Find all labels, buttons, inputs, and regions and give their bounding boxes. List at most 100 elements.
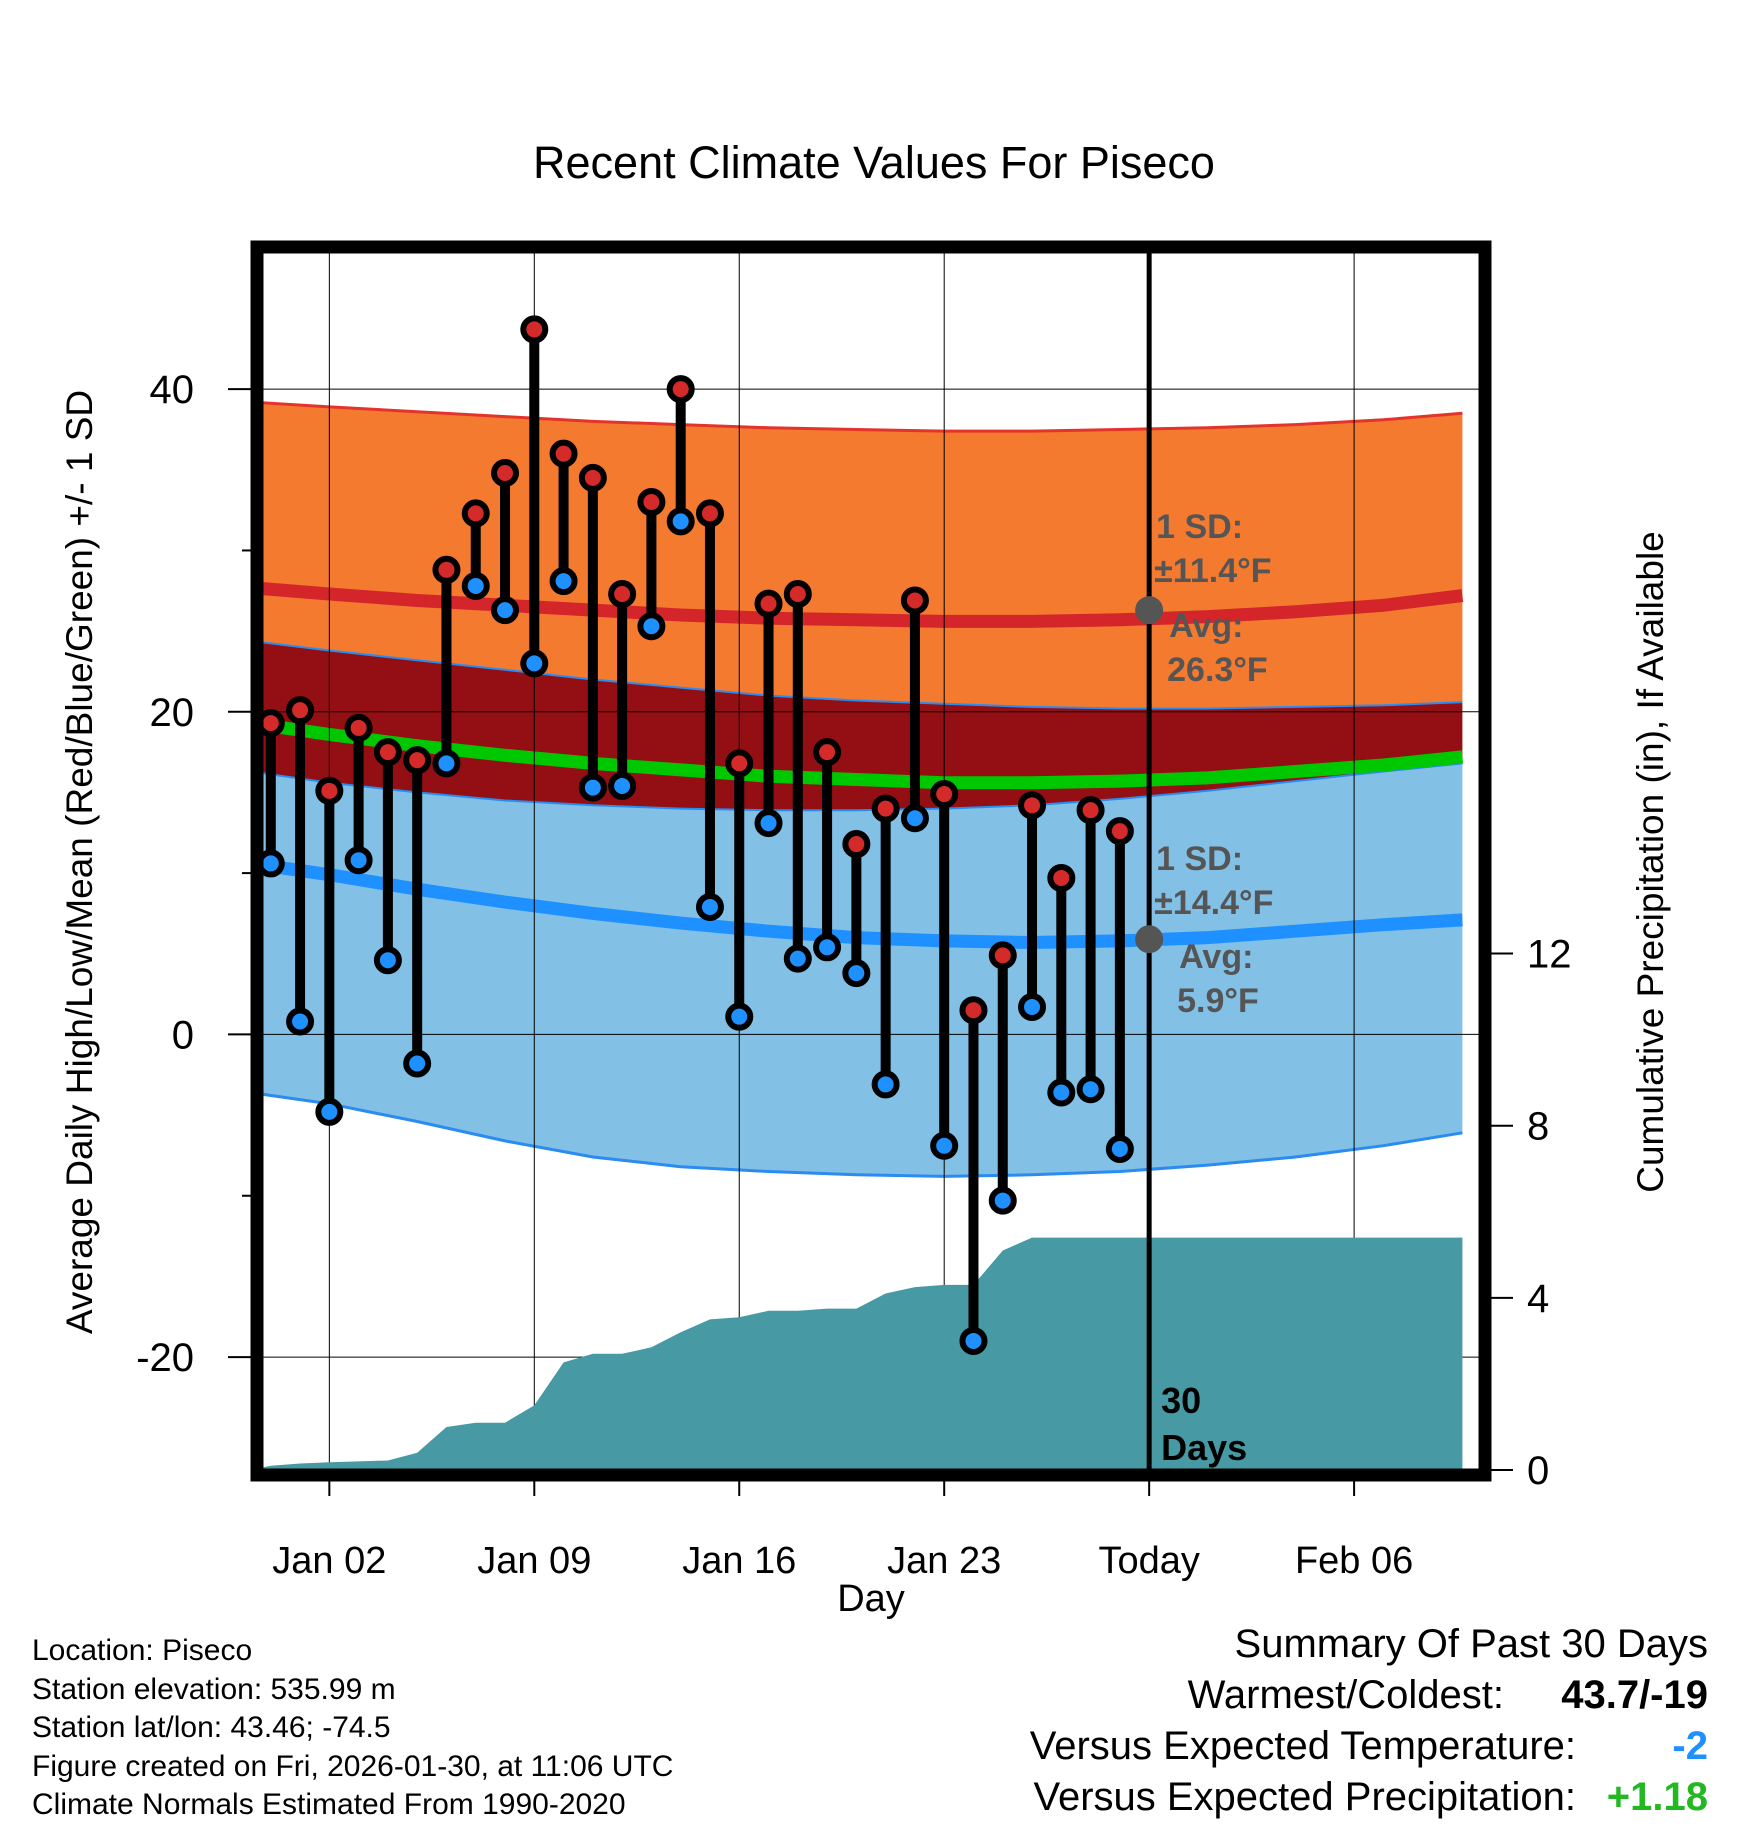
low-sd-value: ±14.4°F <box>1154 884 1273 922</box>
high-temp-point <box>373 738 402 767</box>
days-word-label: Days <box>1161 1427 1247 1468</box>
low-plus-sd-line <box>262 762 1463 812</box>
y-tick-label: -20 <box>136 1336 194 1380</box>
high-temp-point <box>637 488 666 517</box>
y-axis-right: 0 4 8 12 <box>1486 933 1572 1493</box>
low-temp-point <box>461 571 490 600</box>
cumulative-precip-area <box>262 1237 1463 1470</box>
x-tick-label: Jan 16 <box>682 1540 796 1582</box>
low-temp-point <box>491 596 520 625</box>
low-temp-point <box>549 567 578 596</box>
low-temp-point <box>578 773 607 802</box>
precip-vs-expected-label: Versus Expected Precipitation: <box>1033 1775 1576 1819</box>
created-text: Figure created on Fri, 2026-01-30, at 11… <box>32 1749 674 1783</box>
y-tick-label: 20 <box>150 691 195 735</box>
overlap-band <box>262 642 1463 811</box>
high-temp-point <box>1018 791 1047 820</box>
low-temp-point <box>403 1049 432 1078</box>
high-temp-point <box>666 375 695 404</box>
high-temp-point <box>578 463 607 492</box>
low-temp-point <box>725 1002 754 1031</box>
high-temp-point <box>286 696 315 725</box>
high-temp-point <box>1076 796 1105 825</box>
y2-tick-label: 8 <box>1527 1105 1549 1149</box>
days-count-label: 30 <box>1161 1380 1201 1421</box>
high-sd-value: ±11.4°F <box>1154 552 1271 590</box>
low-temp-point <box>1105 1134 1134 1163</box>
low-average-marker <box>1135 925 1164 954</box>
x-tick-label: Jan 23 <box>887 1540 1001 1582</box>
high-temp-point <box>754 589 783 618</box>
normals-text: Climate Normals Estimated From 1990-2020 <box>32 1788 626 1821</box>
high-temp-point <box>842 830 871 859</box>
low-temp-point <box>1018 992 1047 1021</box>
high-average-marker <box>1135 596 1164 625</box>
high-temp-point <box>783 580 812 609</box>
low-temp-point <box>959 1326 988 1355</box>
low-temp-point <box>637 612 666 641</box>
chart-title: Recent Climate Values For Piseco <box>533 137 1215 188</box>
high-temp-point <box>520 315 549 344</box>
low-temp-point <box>1047 1078 1076 1107</box>
y2-axis-label: Cumulative Precipitation (in), If Availa… <box>1630 531 1671 1193</box>
y2-tick-label: 4 <box>1527 1277 1549 1321</box>
y-axis-label: Average Daily High/Low/Mean (Red/Blue/Gr… <box>59 390 100 1334</box>
y2-tick-label: 12 <box>1527 933 1572 977</box>
low-temp-point <box>988 1186 1017 1215</box>
high-temp-point <box>900 586 929 615</box>
high-temp-point <box>813 738 842 767</box>
high-temp-point <box>871 794 900 823</box>
high-avg-value: 26.3°F <box>1167 651 1268 689</box>
low-temp-point <box>783 944 812 973</box>
low-avg-label: Avg: <box>1179 938 1253 976</box>
low-temp-point <box>520 649 549 678</box>
latlon-text: Station lat/lon: 43.46; -74.5 <box>32 1711 391 1744</box>
x-tick-label: Feb 06 <box>1295 1540 1413 1582</box>
low-temp-point <box>900 804 929 833</box>
low-temp-point <box>930 1131 959 1160</box>
low-temp-point <box>695 892 724 921</box>
temp-vs-expected-label: Versus Expected Temperature: <box>1029 1724 1576 1768</box>
high-temp-point <box>344 713 373 742</box>
elevation-text: Station elevation: 535.99 m <box>32 1672 396 1706</box>
daily-points <box>256 315 1164 1355</box>
x-tick-label: Jan 09 <box>477 1540 591 1582</box>
x-axis: Jan 02 Jan 09 Jan 16 Jan 23 Today Feb 06 <box>272 1476 1413 1582</box>
low-temp-point <box>754 809 783 838</box>
low-temp-point <box>666 507 695 536</box>
high-temp-point <box>461 499 490 528</box>
high-temp-point <box>930 780 959 809</box>
low-temp-point <box>813 933 842 962</box>
low-temp-point <box>432 749 461 778</box>
high-sd-label: 1 SD: <box>1156 508 1243 546</box>
high-temp-point <box>403 746 432 775</box>
x-axis-label: Day <box>837 1578 905 1620</box>
low-temp-point <box>286 1007 315 1036</box>
x-tick-label: Today <box>1098 1540 1199 1582</box>
summary-title: Summary Of Past 30 Days <box>1234 1622 1708 1666</box>
warmest-coldest-label: Warmest/Coldest: <box>1187 1673 1504 1717</box>
y2-tick-label: 0 <box>1527 1449 1549 1493</box>
high-temp-point <box>959 996 988 1025</box>
high-temp-point <box>725 749 754 778</box>
normals-annotations: 1 SD: ±11.4°F Avg: 26.3°F 1 SD: ±14.4°F … <box>1154 508 1273 1468</box>
high-temp-point <box>491 459 520 488</box>
high-temp-point <box>695 499 724 528</box>
normal-bands <box>262 401 1464 1178</box>
precip-vs-expected-value: +1.18 <box>1606 1775 1708 1819</box>
low-minus-sd-line <box>262 1092 1463 1178</box>
y-tick-label: 0 <box>172 1013 194 1057</box>
summary-panel: Summary Of Past 30 Days Warmest/Coldest:… <box>808 1622 1708 1826</box>
high-temp-point <box>1047 863 1076 892</box>
high-avg-label: Avg: <box>1169 607 1243 645</box>
high-temp-point <box>432 555 461 584</box>
y-axis-left: 40 20 0 -20 <box>136 368 256 1380</box>
high-temp-point <box>315 776 344 805</box>
low-avg-value: 5.9°F <box>1177 982 1259 1020</box>
low-temp-point <box>344 846 373 875</box>
temp-vs-expected-value: -2 <box>1672 1724 1708 1768</box>
high-temp-point <box>549 439 578 468</box>
location-text: Location: Piseco <box>32 1634 253 1667</box>
daily-range-stems <box>265 329 1125 1341</box>
low-temp-point <box>315 1097 344 1126</box>
